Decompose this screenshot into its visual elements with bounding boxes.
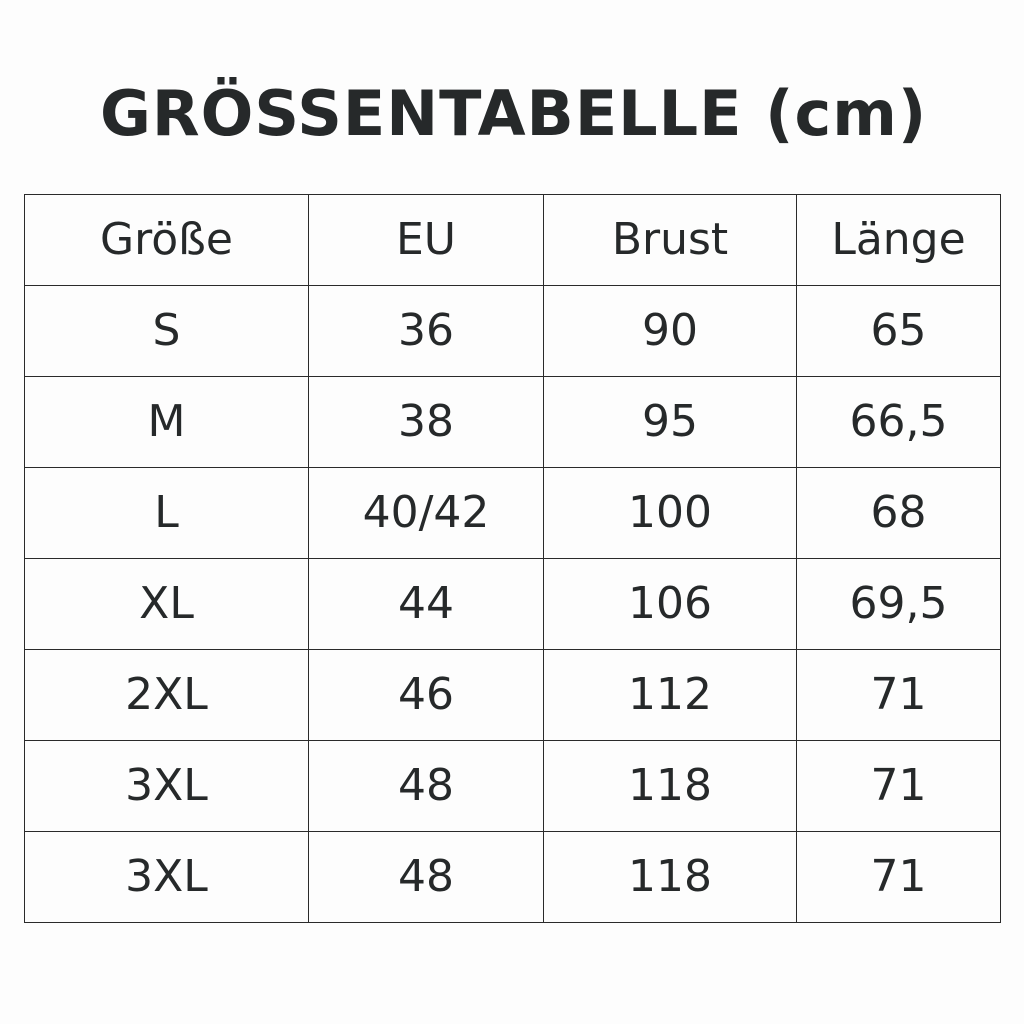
- table-cell: 48: [308, 831, 544, 923]
- table-row: L 40/42 100 68: [24, 467, 1001, 559]
- size-table: Größe EU Brust Länge S 36 90 65 M 38 95 66,5 L 40/42 1…: [24, 194, 1001, 923]
- table-cell: 2XL: [24, 649, 309, 741]
- table-cell: 48: [308, 740, 544, 832]
- table-cell: 71: [796, 740, 1001, 832]
- table-cell: 90: [543, 285, 797, 377]
- table-cell: 118: [543, 740, 797, 832]
- table-cell: 71: [796, 831, 1001, 923]
- table-cell: 40/42: [308, 467, 544, 559]
- header-cell: EU: [308, 194, 544, 286]
- table-cell: 3XL: [24, 740, 309, 832]
- table-cell: XL: [24, 558, 309, 650]
- table-cell: 38: [308, 376, 544, 468]
- table-cell: 69,5: [796, 558, 1001, 650]
- table-cell: 95: [543, 376, 797, 468]
- table-cell: 118: [543, 831, 797, 923]
- table-cell: 46: [308, 649, 544, 741]
- table-cell: 3XL: [24, 831, 309, 923]
- table-row: M 38 95 66,5: [24, 376, 1001, 468]
- table-row: XL 44 106 69,5: [24, 558, 1001, 650]
- header-row: Größe EU Brust Länge: [24, 194, 1001, 286]
- header-cell: Brust: [543, 194, 797, 286]
- table-cell: 100: [543, 467, 797, 559]
- page-title: GRÖSSENTABELLE (cm): [100, 77, 928, 150]
- table-cell: S: [24, 285, 309, 377]
- table-cell: 65: [796, 285, 1001, 377]
- table-cell: 66,5: [796, 376, 1001, 468]
- header-cell: Größe: [24, 194, 309, 286]
- table-cell: 112: [543, 649, 797, 741]
- table-row: 3XL 48 118 71: [24, 740, 1001, 832]
- table-cell: 36: [308, 285, 544, 377]
- table-row: 3XL 48 118 71: [24, 831, 1001, 923]
- header-cell: Länge: [796, 194, 1001, 286]
- table-row: 2XL 46 112 71: [24, 649, 1001, 741]
- table-cell: L: [24, 467, 309, 559]
- table-cell: 44: [308, 558, 544, 650]
- table-cell: 68: [796, 467, 1001, 559]
- table-row: S 36 90 65: [24, 285, 1001, 377]
- table-cell: 71: [796, 649, 1001, 741]
- table-cell: M: [24, 376, 309, 468]
- table-cell: 106: [543, 558, 797, 650]
